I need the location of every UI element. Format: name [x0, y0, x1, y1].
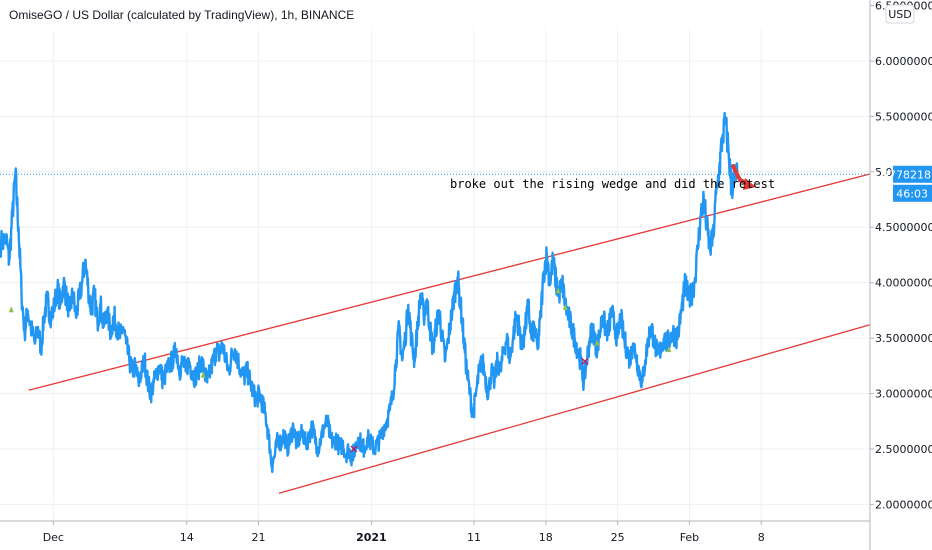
currency-button[interactable]: USD — [885, 4, 915, 24]
y-tick-label: 3.5000000 — [875, 332, 932, 345]
buy-marker-icon — [594, 339, 600, 346]
y-tick-label: 6.0000000 — [875, 55, 932, 68]
title-backdrop — [0, 0, 880, 30]
x-tick-label: 25 — [611, 531, 625, 544]
price-series-line — [0, 111, 739, 474]
buy-marker-icon — [666, 346, 672, 353]
x-tick-label: 2021 — [356, 531, 387, 544]
countdown-badge: 46:03 — [893, 184, 932, 202]
y-tick-label: 4.5000000 — [875, 221, 932, 234]
y-tick-label: 3.0000000 — [875, 388, 932, 401]
y-tick-label: 2.0000000 — [875, 498, 932, 511]
buy-marker-icon — [200, 371, 206, 378]
x-tick-label: 18 — [539, 531, 553, 544]
trendline[interactable] — [28, 173, 871, 391]
buy-marker-icon — [555, 287, 561, 294]
y-tick-label: 4.0000000 — [875, 277, 932, 290]
x-tick-label: 21 — [252, 531, 266, 544]
trendlines — [28, 173, 871, 494]
chart-annotation: broke out the rising wedge and did the r… — [450, 177, 775, 191]
x-tick-label: 14 — [180, 531, 194, 544]
current-price-badge: 4.9778218 — [872, 165, 932, 183]
buy-marker-icon — [562, 304, 568, 311]
sell-marker-icon — [581, 357, 589, 365]
x-tick-label: Feb — [680, 531, 699, 544]
x-tick-label: 11 — [467, 531, 481, 544]
y-tick-label: 2.5000000 — [875, 443, 932, 456]
chart-title: OmiseGO / US Dollar (calculated by Tradi… — [9, 8, 354, 22]
signal-markers — [8, 287, 672, 453]
countdown-value: 46:03 — [896, 187, 928, 200]
annotation-arrow-icon — [731, 164, 756, 190]
price-axis[interactable]: 2.0000000 2.5000000 3.0000000 3.5000000 4.00… — [870, 0, 932, 511]
trendline[interactable] — [278, 324, 871, 494]
x-tick-label: 8 — [758, 531, 765, 544]
buy-marker-icon — [8, 306, 14, 313]
x-tick-label: Dec — [43, 531, 64, 544]
currency-label: USD — [888, 8, 912, 21]
time-axis[interactable]: Dec 14 21 2021 11 18 25 Feb 8 — [43, 521, 765, 544]
sell-marker-icon — [350, 445, 358, 453]
y-tick-label: 5.5000000 — [875, 110, 932, 123]
current-price-value: 4.9778218 — [872, 168, 932, 181]
